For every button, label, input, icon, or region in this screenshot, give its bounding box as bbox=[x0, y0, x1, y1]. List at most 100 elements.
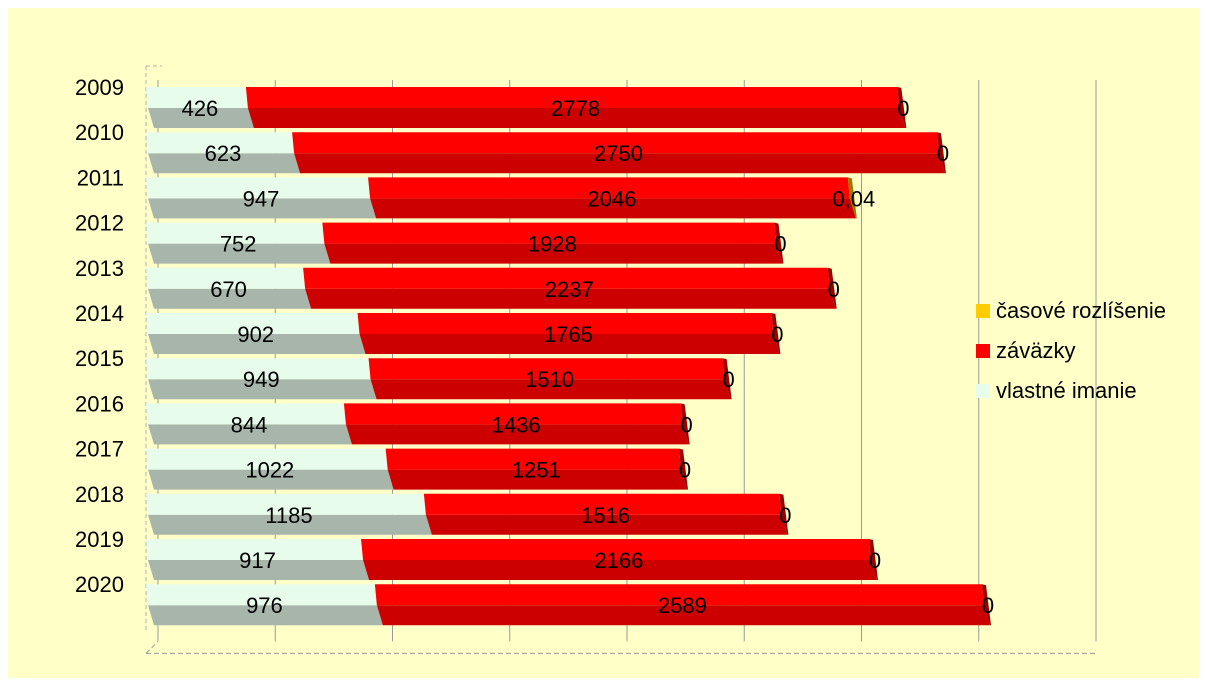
bar-segment bbox=[146, 87, 254, 128]
bar-shadow-face bbox=[370, 379, 731, 400]
data-label: 949 bbox=[243, 367, 280, 392]
bar-segment bbox=[146, 403, 352, 445]
bar-front-face bbox=[146, 584, 377, 606]
bar-shadow-face bbox=[148, 198, 377, 219]
bar-segment bbox=[368, 358, 732, 400]
data-label: 1510 bbox=[525, 367, 574, 392]
bar-segment bbox=[368, 177, 856, 219]
bar-front-face bbox=[385, 448, 682, 470]
bar-segment bbox=[385, 448, 689, 490]
bar-shadow-face bbox=[148, 424, 352, 445]
data-label: 2237 bbox=[545, 277, 594, 302]
category-label: 2009 bbox=[75, 75, 124, 100]
bar-segment bbox=[146, 132, 301, 174]
bar-end-cap bbox=[774, 222, 784, 264]
legend-item: časové rozlíšenie bbox=[976, 298, 1166, 323]
data-label: 0 bbox=[937, 141, 949, 166]
bar-end-cap bbox=[868, 539, 878, 580]
bar-shadow-face bbox=[387, 469, 688, 490]
bar-shadow-face bbox=[148, 334, 366, 354]
bar-front-face bbox=[368, 177, 850, 199]
bar-segment bbox=[357, 313, 781, 354]
bar-end-cap bbox=[981, 584, 991, 626]
bar-shadow-face bbox=[148, 243, 331, 264]
bar-shadow-face bbox=[376, 605, 990, 626]
data-label: 0 bbox=[897, 96, 909, 121]
category-labels: 2009 2010 2011 2012 2013 2014 2015 2016 2017 2018… bbox=[75, 75, 124, 597]
bar-front-face bbox=[847, 177, 850, 199]
bar-segment bbox=[146, 313, 366, 354]
bar-shadow-face bbox=[148, 288, 312, 309]
bar-segment bbox=[423, 493, 789, 535]
bar-segment bbox=[847, 177, 857, 219]
bar-shadow-face bbox=[148, 514, 432, 535]
bar-shadow-face bbox=[370, 198, 856, 219]
bar-front-face bbox=[146, 493, 426, 515]
data-label: 670 bbox=[210, 277, 247, 302]
bar-segment bbox=[322, 222, 784, 264]
bar-end-cap bbox=[722, 358, 732, 400]
bar-segment bbox=[146, 539, 370, 580]
bar-segment bbox=[303, 267, 837, 309]
category-label: 2011 bbox=[77, 165, 124, 190]
bar-segment bbox=[146, 267, 312, 309]
bar-shadow-face bbox=[294, 153, 945, 174]
category-label: 2019 bbox=[75, 527, 124, 552]
stacked-bar-chart: 2009 2010 2011 2012 2013 2014 2015 2016 2017 2018… bbox=[75, 65, 1166, 654]
legend-swatch bbox=[976, 304, 990, 318]
data-label: 976 bbox=[246, 593, 283, 618]
bar-end-cap bbox=[827, 267, 837, 309]
legend-swatch bbox=[976, 344, 990, 358]
category-label: 2016 bbox=[75, 391, 124, 416]
legend-item: záväzky bbox=[976, 338, 1075, 363]
data-label: 1928 bbox=[528, 232, 577, 257]
bar-shadow-face bbox=[425, 514, 788, 535]
bar-segment bbox=[146, 448, 394, 490]
chart-area: 2009 2010 2011 2012 2013 2014 2015 2016 2017 2018… bbox=[8, 8, 1199, 678]
bar-shadow-face bbox=[148, 560, 370, 580]
data-label: 0 bbox=[681, 412, 693, 437]
data-label: 0 bbox=[869, 548, 881, 573]
bar-shadow-face bbox=[148, 469, 394, 490]
legend-label: vlastné imanie bbox=[996, 378, 1137, 403]
bar-front-face bbox=[322, 222, 777, 244]
bar-front-face bbox=[146, 87, 248, 108]
bar-segment bbox=[245, 87, 907, 128]
data-label: 0 bbox=[779, 503, 791, 528]
bar-front-face bbox=[146, 539, 364, 560]
bar-end-cap bbox=[779, 493, 789, 535]
category-label: 2020 bbox=[75, 572, 124, 597]
bar-shadow-face bbox=[148, 153, 301, 174]
data-label: 2589 bbox=[658, 593, 707, 618]
bar-front-face bbox=[146, 313, 360, 334]
bar-shadow-face bbox=[324, 243, 783, 264]
data-label: 917 bbox=[239, 548, 276, 573]
legend-item: vlastné imanie bbox=[976, 378, 1137, 403]
data-label: 426 bbox=[182, 96, 219, 121]
bar-shadow-face bbox=[849, 198, 856, 219]
bar-front-face bbox=[146, 132, 295, 154]
bar-front-face bbox=[146, 267, 306, 289]
bar-front-face bbox=[423, 493, 782, 515]
bar-front-face bbox=[245, 87, 900, 108]
bar-segment bbox=[146, 493, 432, 535]
bar-shadow-face bbox=[305, 288, 836, 309]
bar-segment bbox=[146, 584, 383, 626]
category-label: 2017 bbox=[75, 437, 124, 462]
data-label: 947 bbox=[243, 186, 280, 211]
bar-segment bbox=[146, 177, 377, 219]
data-label: 844 bbox=[231, 412, 268, 437]
data-label: 2778 bbox=[551, 96, 600, 121]
bar-end-cap bbox=[680, 403, 690, 445]
bar-end-cap bbox=[679, 448, 689, 490]
data-labels: 426 2778 0 623 2750 0 947 2046 0,04 752 1928 0 670 22… bbox=[182, 96, 995, 618]
legend-label: záväzky bbox=[996, 338, 1075, 363]
data-label: 623 bbox=[205, 141, 242, 166]
bar-front-face bbox=[292, 132, 939, 154]
data-label: 0,04 bbox=[832, 186, 875, 211]
legend-label: časové rozlíšenie bbox=[996, 298, 1166, 323]
data-label: 0 bbox=[771, 322, 783, 347]
bar-segment bbox=[361, 539, 878, 580]
data-label: 1022 bbox=[245, 458, 294, 483]
category-label: 2014 bbox=[75, 301, 124, 326]
